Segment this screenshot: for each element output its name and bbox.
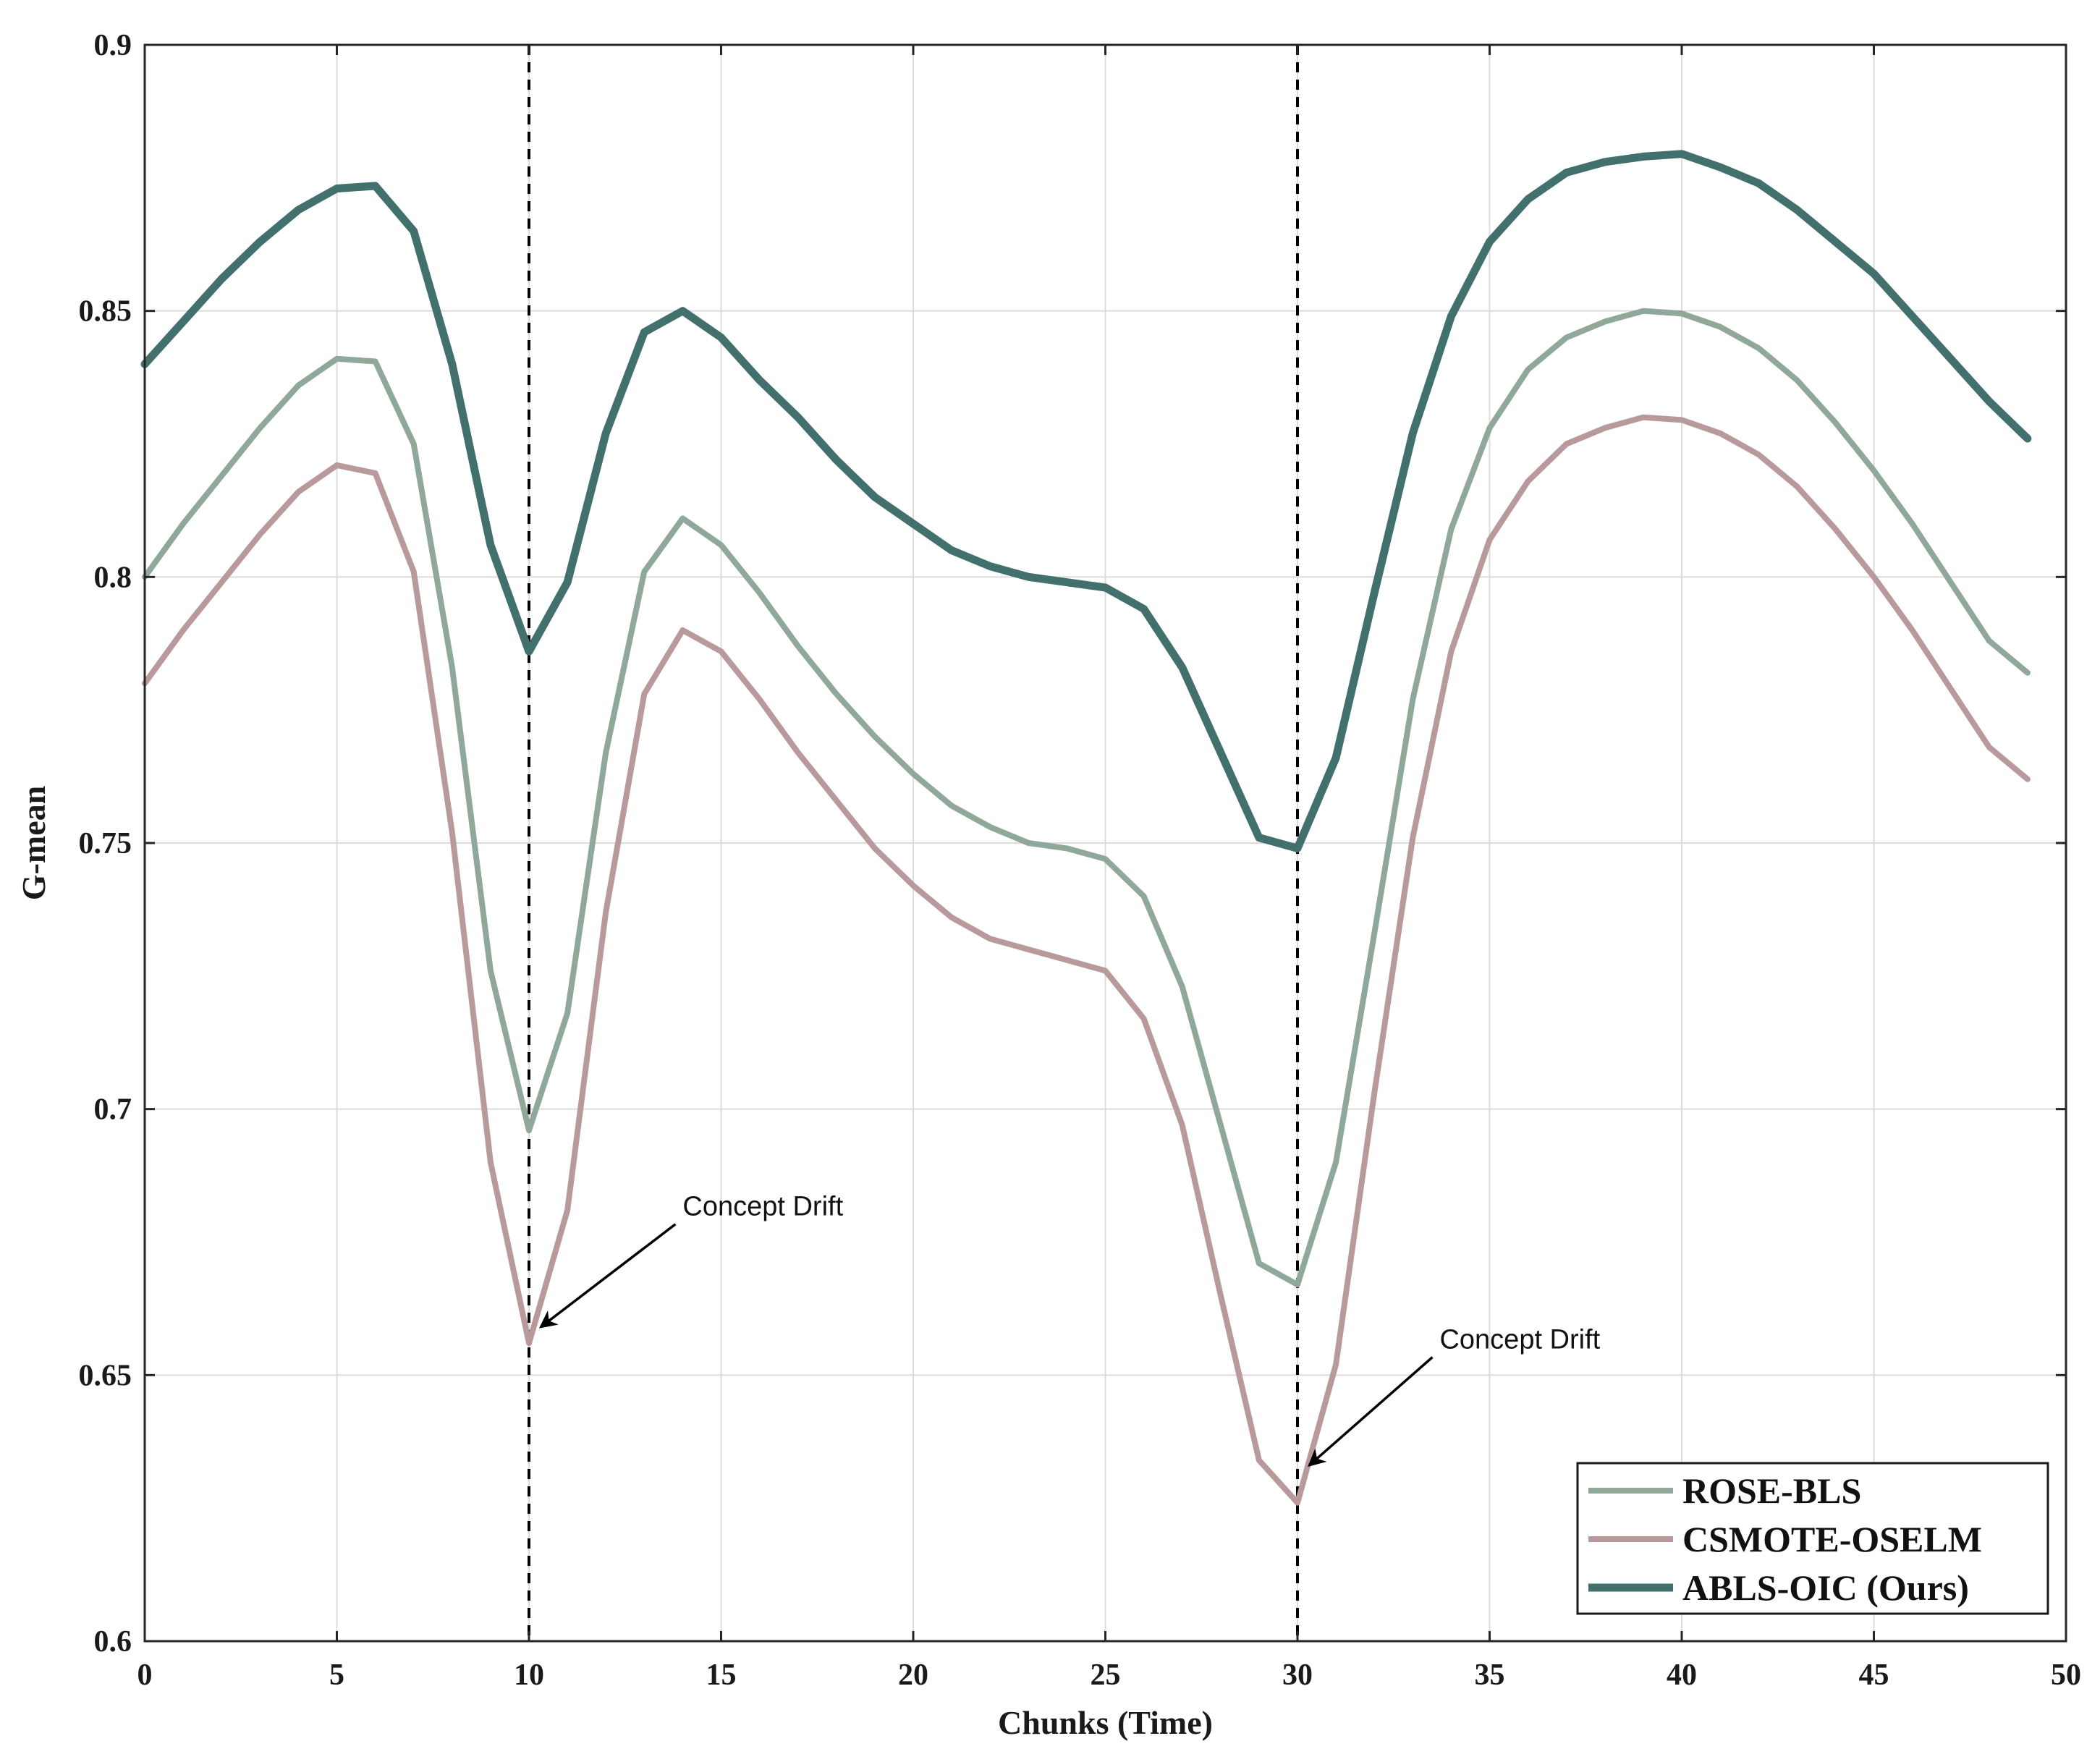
x-tick-label: 30 bbox=[1282, 1659, 1313, 1692]
legend: ROSE-BLS CSMOTE-OSELM ABLS-OIC (Ours) bbox=[1576, 1462, 2049, 1615]
x-tick-label: 0 bbox=[137, 1659, 153, 1692]
y-tick-label: 0.75 bbox=[79, 827, 132, 860]
x-tick-label: 5 bbox=[329, 1659, 344, 1692]
x-tick-label: 20 bbox=[898, 1659, 928, 1692]
annotations: Concept Drift Concept Drift bbox=[538, 1192, 1601, 1467]
legend-label: ROSE-BLS bbox=[1682, 1470, 1861, 1511]
annotation-text: Concept Drift bbox=[682, 1192, 843, 1222]
y-tick-label: 0.65 bbox=[79, 1359, 132, 1392]
series-lines bbox=[140, 150, 2032, 1506]
y-tick-label: 0.85 bbox=[79, 295, 132, 329]
x-tick-label: 35 bbox=[1475, 1659, 1505, 1692]
x-tick-label: 40 bbox=[1667, 1659, 1697, 1692]
legend-label: ABLS-OIC (Ours) bbox=[1682, 1567, 1969, 1608]
y-tick-label: 0.7 bbox=[94, 1093, 132, 1127]
x-tick-label: 45 bbox=[1859, 1659, 1889, 1692]
x-tick-label: 50 bbox=[2051, 1659, 2081, 1692]
annotation-arrow bbox=[538, 1223, 677, 1329]
annotation-text: Concept Drift bbox=[1439, 1325, 1600, 1355]
y-axis-title: G-mean bbox=[15, 786, 52, 900]
axis-ticks: 0 5 10 15 20 25 30 35 40 45 50 0.6 0.65 0.7 0.75 0.8 0.8… bbox=[79, 29, 2082, 1692]
series-line-rose-bls bbox=[142, 308, 2031, 1288]
annotation-arrow bbox=[1308, 1356, 1434, 1467]
x-axis-title: Chunks (Time) bbox=[998, 1704, 1213, 1741]
series-line-abls-oic-ours bbox=[140, 150, 2032, 852]
x-tick-label: 25 bbox=[1091, 1659, 1121, 1692]
series-line-csmote-oselm bbox=[142, 414, 2031, 1506]
y-tick-label: 0.8 bbox=[94, 561, 132, 594]
y-tick-label: 0.6 bbox=[94, 1625, 132, 1659]
legend-label: CSMOTE-OSELM bbox=[1682, 1519, 1982, 1559]
concept-drift-markers bbox=[528, 45, 1299, 1641]
y-tick-label: 0.9 bbox=[94, 29, 132, 62]
x-tick-label: 15 bbox=[706, 1659, 737, 1692]
x-tick-label: 10 bbox=[514, 1659, 544, 1692]
